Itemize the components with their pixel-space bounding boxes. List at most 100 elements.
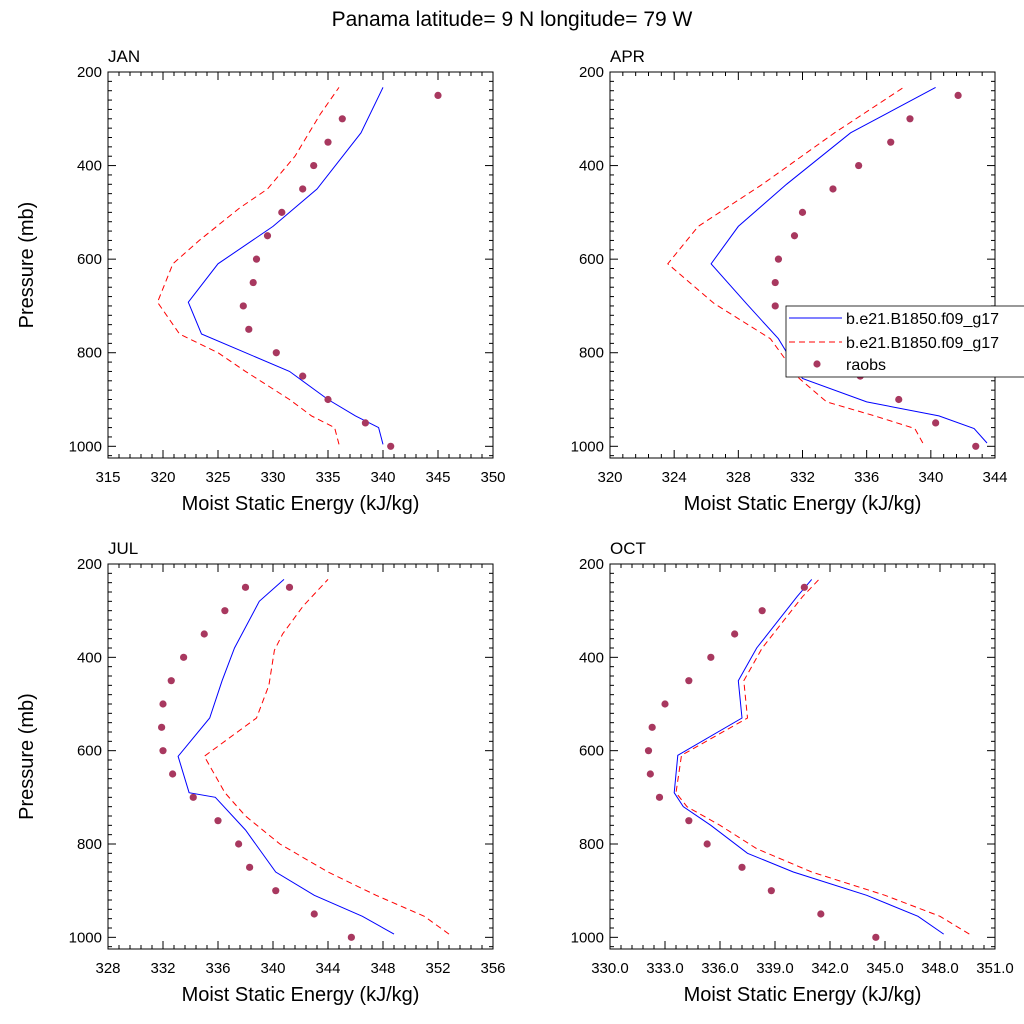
raobs-point — [707, 653, 715, 661]
raobs-point — [324, 138, 332, 146]
raobs-point — [738, 863, 746, 871]
raobs-point — [221, 607, 229, 615]
raobs-point — [767, 887, 775, 895]
raobs-point — [855, 161, 863, 170]
x-tick-label: 345 — [425, 469, 450, 486]
model-dashed-line — [675, 579, 970, 935]
plot-frame — [107, 71, 494, 459]
x-tick-label: 324 — [662, 469, 687, 486]
raobs-point — [646, 770, 654, 778]
raobs-point — [731, 630, 739, 638]
raobs-point — [685, 677, 693, 685]
y-axis-label: Pressure (mb) — [16, 202, 38, 329]
y-tick-label: 400 — [77, 649, 102, 666]
legend-label: b.e21.B1850.f09_g17 — [846, 335, 999, 352]
raobs-point — [263, 232, 272, 240]
raobs-point — [798, 208, 807, 216]
raobs-point — [434, 91, 442, 99]
plot-frame — [107, 563, 494, 950]
y-tick-label: 800 — [77, 345, 102, 362]
panel-title: OCT — [610, 539, 646, 558]
x-tick-label: 345.0 — [866, 960, 904, 977]
y-tick-label: 800 — [579, 836, 604, 853]
model-dashed-line — [203, 579, 450, 935]
y-tick-label: 1000 — [571, 929, 604, 946]
x-tick-label: 333.0 — [646, 960, 684, 977]
raobs-point — [774, 255, 783, 263]
raobs-point — [235, 840, 243, 848]
x-tick-label: 350 — [480, 469, 505, 486]
y-tick-label: 600 — [579, 251, 604, 268]
raobs-point — [249, 278, 257, 287]
x-tick-label: 339.0 — [756, 960, 794, 977]
x-tick-label: 340 — [260, 960, 285, 977]
x-axis-label: Moist Static Energy (kJ/kg) — [182, 493, 420, 515]
raobs-point — [387, 442, 395, 450]
x-tick-label: 342.0 — [811, 960, 849, 977]
raobs-point — [655, 793, 664, 801]
plot-frame — [609, 563, 996, 950]
raobs-point — [245, 325, 253, 333]
panel-jan: 200 400 600 800 1000 315 320 325 330 335 340 345 350… — [16, 47, 506, 515]
raobs-point — [299, 185, 307, 193]
panel-oct: 200 400 600 800 1000 330.0 333.0 336.0 339.0 342.… — [571, 539, 1014, 1006]
legend-label: raobs — [846, 357, 886, 374]
panel-title: APR — [610, 47, 645, 66]
raobs-point — [800, 583, 808, 591]
x-tick-label: 320 — [150, 469, 175, 486]
x-tick-label: 344 — [982, 469, 1007, 486]
y-tick-label: 200 — [579, 556, 604, 573]
raobs-point — [324, 395, 332, 404]
raobs-point — [872, 933, 880, 941]
y-tick-label: 600 — [579, 743, 604, 760]
x-tick-label: 351.0 — [976, 960, 1014, 977]
x-tick-label: 340 — [918, 469, 943, 486]
plot-frame — [609, 71, 996, 459]
x-tick-label: 330 — [260, 469, 285, 486]
x-axis-label: Moist Static Energy (kJ/kg) — [684, 984, 922, 1006]
raobs-point — [285, 583, 294, 591]
raobs-point — [239, 302, 247, 310]
legend: b.e21.B1850.f09_g17 b.e21.B1850.f09_g17ra… — [785, 305, 1024, 378]
raobs-point — [338, 115, 346, 123]
x-axis-label: Moist Static Energy (kJ/kg) — [182, 984, 420, 1006]
raobs-point — [200, 630, 208, 638]
raobs-point — [895, 395, 903, 404]
y-tick-label: 200 — [77, 64, 102, 81]
raobs-point — [685, 817, 693, 825]
x-tick-label: 352 — [425, 960, 450, 977]
panel-title: JUL — [108, 539, 138, 558]
raobs-point — [214, 817, 222, 825]
legend-marker — [813, 360, 821, 368]
raobs-point — [299, 372, 307, 380]
x-tick-label: 356 — [480, 960, 505, 977]
panel-title: JAN — [108, 47, 140, 66]
y-tick-label: 200 — [77, 556, 102, 573]
raobs-point — [817, 910, 825, 918]
x-tick-label: 320 — [597, 469, 622, 486]
y-tick-label: 1000 — [69, 929, 102, 946]
raobs-point — [159, 747, 167, 755]
raobs-point — [648, 723, 656, 731]
model-dashed-line — [667, 86, 924, 444]
raobs-point — [272, 349, 280, 357]
legend-label: b.e21.B1850.f09_g17 — [846, 311, 999, 328]
y-tick-label: 400 — [77, 158, 102, 175]
model-solid-line — [177, 579, 395, 935]
raobs-point — [906, 115, 914, 123]
x-tick-label: 336 — [854, 469, 879, 486]
raobs-point — [758, 607, 766, 615]
model-solid-line — [187, 87, 384, 445]
y-tick-label: 1000 — [571, 438, 604, 455]
raobs-point — [771, 302, 779, 310]
raobs-point — [347, 933, 355, 941]
raobs-point — [829, 185, 837, 193]
panel-apr: 200 400 600 800 1000 320 324 328 332 336 340 344 APR… — [571, 47, 1024, 515]
y-tick-label: 400 — [579, 158, 604, 175]
raobs-point — [661, 700, 669, 708]
raobs-point — [310, 910, 318, 918]
y-tick-label: 800 — [579, 345, 604, 362]
raobs-point — [932, 419, 940, 427]
raobs-point — [887, 138, 895, 146]
raobs-point — [252, 255, 261, 263]
